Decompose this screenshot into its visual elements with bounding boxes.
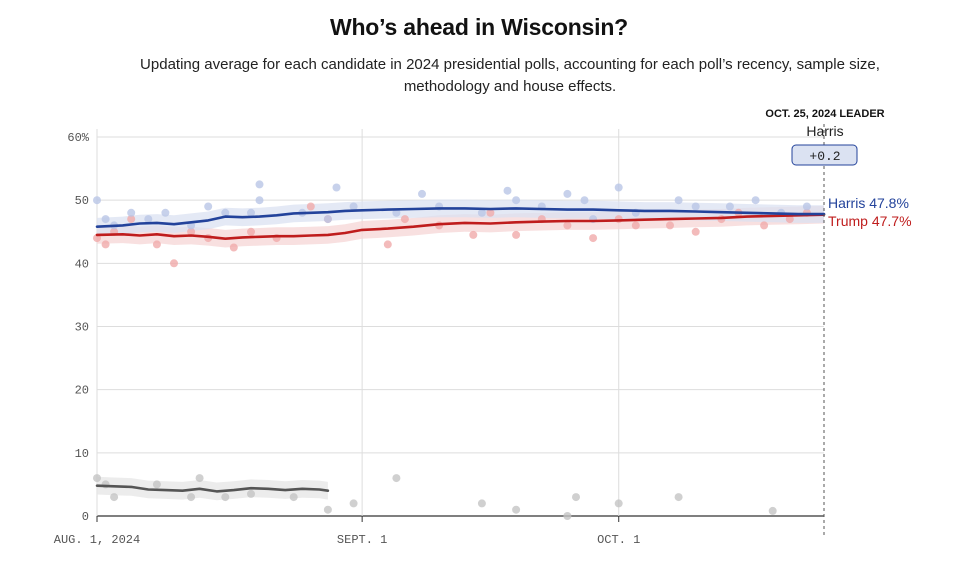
poll-dot-harris <box>725 202 734 211</box>
y-tick-label: 30 <box>75 321 89 335</box>
poll-dot-trump <box>247 227 255 236</box>
poll-dot-harris <box>247 208 255 217</box>
y-tick-label: 10 <box>75 447 89 461</box>
poll-dot-harris <box>418 189 426 198</box>
x-tick-label: AUG. 1, 2024 <box>54 533 140 547</box>
poll-dot-harris <box>255 196 264 205</box>
end-label-harris: Harris 47.8% <box>828 195 909 211</box>
poll-dot-harris <box>332 183 341 192</box>
y-tick-label: 40 <box>75 257 89 271</box>
poll-dot-other <box>195 474 204 483</box>
leader-name: Harris <box>806 123 843 139</box>
poll-dot-other <box>768 506 777 515</box>
chart-title: Who’s ahead in Wisconsin? <box>329 14 629 40</box>
poll-dot-harris <box>563 189 572 198</box>
y-tick-label: 20 <box>75 384 89 398</box>
poll-dot-harris <box>323 215 332 224</box>
grid-layer <box>96 129 824 517</box>
poll-dot-harris <box>691 202 700 211</box>
poll-dot-other <box>572 493 580 502</box>
poll-dot-harris <box>674 196 683 205</box>
poll-dot-harris <box>144 215 153 224</box>
poll-dot-harris <box>161 208 170 217</box>
poll-dot-trump <box>666 221 674 230</box>
poll-dot-other <box>512 505 521 514</box>
poll-dot-trump <box>785 215 794 224</box>
poll-dot-trump <box>127 215 136 224</box>
poll-dot-trump <box>152 240 161 249</box>
poll-dot-harris <box>802 202 811 211</box>
poll-dot-other <box>349 499 358 508</box>
poll-dot-other <box>614 499 623 508</box>
axis-layer: 0 10 20 30 40 50 60% AUG. 1, 2024 SEPT. 1 OCT. 1 <box>54 124 825 547</box>
poll-dot-other <box>477 499 486 508</box>
poll-dot-other <box>110 493 119 502</box>
poll-dot-trump <box>589 234 598 243</box>
poll-dot-other <box>289 493 298 502</box>
poll-dot-other <box>221 493 230 502</box>
poll-dot-harris <box>614 183 623 192</box>
line-other <box>95 484 330 493</box>
leader-heading: OCT. 25, 2024 LEADER <box>765 108 884 120</box>
poll-dot-harris <box>477 208 486 217</box>
poll-dot-other <box>323 505 332 514</box>
poll-dot-harris <box>204 202 213 211</box>
y-tick-label: 50 <box>75 194 89 208</box>
poll-dot-harris <box>93 196 101 205</box>
end-labels: Harris 47.8% Trump 47.7% <box>828 195 912 229</box>
y-tick-label: 60% <box>67 131 89 145</box>
poll-dot-other <box>152 480 161 489</box>
poll-dot-harris <box>512 196 521 205</box>
poll-dot-trump <box>631 221 640 230</box>
poll-dot-other <box>674 493 683 502</box>
poll-dot-harris <box>580 196 589 205</box>
poll-dot-harris <box>503 186 512 195</box>
x-tick-label: OCT. 1 <box>597 533 640 547</box>
band-harris <box>97 199 824 236</box>
end-label-trump: Trump 47.7% <box>828 213 912 229</box>
leader-panel: OCT. 25, 2024 LEADER Harris +0.2 <box>765 108 885 166</box>
poll-dot-harris <box>221 208 230 217</box>
leader-margin: +0.2 <box>809 149 840 164</box>
confidence-bands <box>97 199 824 501</box>
chart-subtitle: Updating average for each candidate in 2… <box>140 56 880 95</box>
poll-dot-harris <box>127 208 136 217</box>
poll-dot-trump <box>383 240 392 249</box>
leader-margin-badge <box>791 144 858 166</box>
poll-dot-harris <box>392 208 401 217</box>
poll-dot-trump <box>512 230 521 239</box>
line-trump <box>95 213 826 240</box>
poll-dot-other <box>247 489 255 498</box>
poll-dot-harris <box>751 196 760 205</box>
poll-dot-harris <box>349 202 358 211</box>
poll-dot-trump <box>170 259 178 268</box>
poll-dot-trump <box>563 221 572 230</box>
poll-dot-harris <box>255 180 264 189</box>
average-lines <box>95 207 826 493</box>
poll-dot-other <box>563 512 572 520</box>
poll-dot-trump <box>691 227 700 236</box>
y-tick-label: 0 <box>82 510 89 524</box>
x-tick-label: SEPT. 1 <box>337 533 387 547</box>
poll-dot-trump <box>187 227 196 236</box>
poll-dot-trump <box>400 215 409 224</box>
poll-dot-trump <box>469 230 478 239</box>
poll-dot-other <box>187 493 196 502</box>
poll-dot-trump <box>229 243 238 252</box>
poll-dot-other <box>93 474 101 483</box>
poll-dot-trump <box>486 208 495 217</box>
poll-dot-harris <box>101 215 110 224</box>
poll-dot-other <box>392 474 401 483</box>
poll-dot-trump <box>760 221 769 230</box>
line-harris <box>95 207 826 228</box>
poll-dot-trump <box>101 240 110 249</box>
poll-dot-trump <box>306 202 315 211</box>
